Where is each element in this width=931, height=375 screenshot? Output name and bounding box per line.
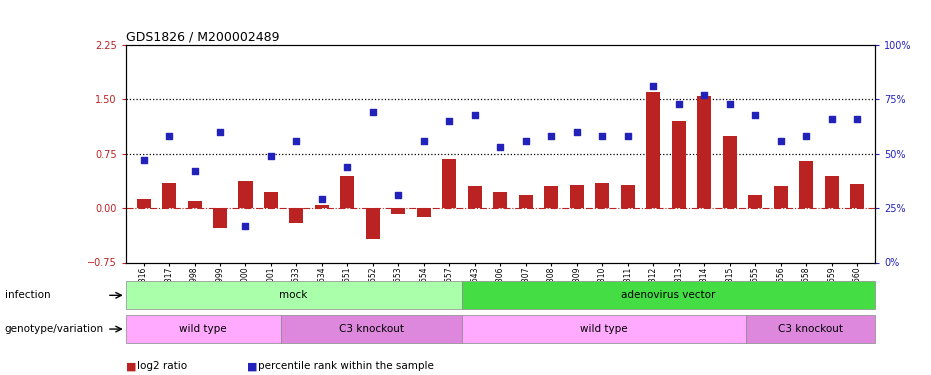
- Text: log2 ratio: log2 ratio: [137, 361, 187, 371]
- Point: [187, 168, 202, 174]
- Text: ■: ■: [126, 361, 140, 371]
- Bar: [468, 186, 482, 208]
- Bar: [126, 315, 281, 343]
- Point: [416, 138, 431, 144]
- Text: mock: mock: [279, 290, 308, 300]
- Point: [136, 157, 151, 163]
- Bar: [417, 208, 431, 217]
- Bar: [366, 208, 380, 238]
- Bar: [570, 185, 584, 208]
- Bar: [595, 183, 610, 208]
- Text: C3 knockout: C3 knockout: [778, 324, 843, 334]
- Point: [263, 153, 278, 159]
- Point: [519, 138, 533, 144]
- Bar: [462, 281, 875, 309]
- Bar: [493, 192, 507, 208]
- Bar: [746, 315, 875, 343]
- Text: infection: infection: [5, 290, 50, 300]
- Text: percentile rank within the sample: percentile rank within the sample: [258, 361, 434, 371]
- Point: [391, 192, 406, 198]
- Point: [212, 129, 227, 135]
- Text: wild type: wild type: [580, 324, 627, 334]
- Bar: [162, 183, 176, 208]
- Point: [774, 138, 789, 144]
- Point: [646, 83, 661, 89]
- Point: [366, 110, 381, 116]
- Bar: [290, 208, 304, 223]
- Point: [467, 112, 482, 118]
- Bar: [850, 184, 864, 208]
- Bar: [545, 186, 559, 208]
- Bar: [462, 315, 746, 343]
- Bar: [621, 185, 635, 208]
- Bar: [187, 201, 201, 208]
- Point: [544, 134, 559, 140]
- Point: [570, 129, 585, 135]
- Bar: [391, 208, 406, 214]
- Point: [799, 134, 814, 140]
- Point: [238, 222, 253, 228]
- Bar: [137, 200, 151, 208]
- Point: [748, 112, 762, 118]
- Bar: [264, 192, 278, 208]
- Text: ■: ■: [247, 361, 261, 371]
- Bar: [315, 204, 329, 208]
- Bar: [774, 186, 788, 208]
- Bar: [749, 195, 762, 208]
- Point: [289, 138, 304, 144]
- Bar: [646, 92, 660, 208]
- Point: [315, 196, 330, 202]
- Bar: [126, 281, 462, 309]
- Text: adenovirus vector: adenovirus vector: [621, 290, 716, 300]
- Point: [671, 101, 686, 107]
- Bar: [341, 176, 355, 208]
- Text: genotype/variation: genotype/variation: [5, 324, 103, 334]
- Bar: [442, 159, 456, 208]
- Point: [722, 101, 737, 107]
- Point: [595, 134, 610, 140]
- Text: wild type: wild type: [180, 324, 227, 334]
- Bar: [672, 121, 686, 208]
- Bar: [281, 315, 462, 343]
- Bar: [800, 161, 814, 208]
- Point: [340, 164, 355, 170]
- Bar: [825, 176, 839, 208]
- Bar: [697, 96, 711, 208]
- Point: [620, 134, 635, 140]
- Bar: [519, 195, 533, 208]
- Text: GDS1826 / M200002489: GDS1826 / M200002489: [126, 31, 279, 44]
- Bar: [213, 208, 227, 228]
- Text: C3 knockout: C3 knockout: [339, 324, 404, 334]
- Bar: [722, 136, 736, 208]
- Bar: [238, 181, 252, 208]
- Point: [824, 116, 839, 122]
- Point: [850, 116, 865, 122]
- Point: [493, 144, 508, 150]
- Point: [697, 92, 712, 98]
- Point: [442, 118, 457, 124]
- Point: [162, 134, 177, 140]
